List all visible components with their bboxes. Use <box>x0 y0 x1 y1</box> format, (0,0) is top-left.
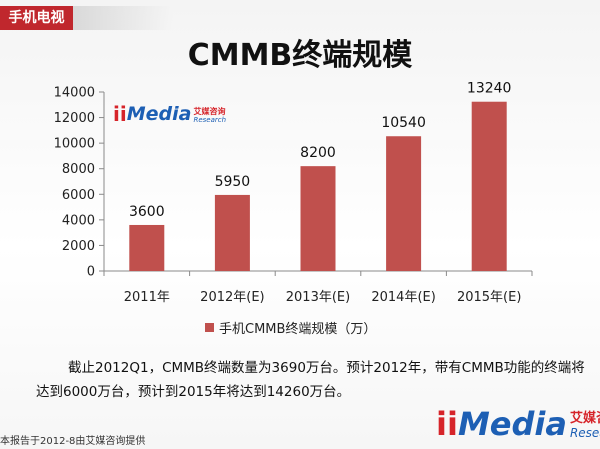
legend-label: 手机CMMB终端规模（万） <box>219 322 377 337</box>
y-tick-label: 14000 <box>54 86 95 101</box>
y-tick-label: 0 <box>87 265 95 280</box>
y-tick-label: 12000 <box>54 111 95 126</box>
y-tick-label: 8000 <box>62 162 95 177</box>
brand-logo-name: Media <box>457 405 567 443</box>
section-tag-bar <box>73 6 173 30</box>
y-tick-label: 10000 <box>54 137 95 152</box>
page-title: CMMB终端规模 <box>187 38 413 73</box>
bar <box>386 136 422 271</box>
y-tick-label: 2000 <box>62 239 95 254</box>
section-tag: 手机电视 <box>0 6 73 30</box>
logo-en: Research <box>193 116 227 124</box>
data-label: 3600 <box>129 204 165 220</box>
y-tick-label: 6000 <box>62 188 95 203</box>
x-tick-label: 2015年(E) <box>457 290 521 305</box>
data-label: 10540 <box>381 115 426 131</box>
y-tick-label: 4000 <box>62 213 95 228</box>
data-label: 13240 <box>467 81 512 97</box>
bar <box>300 166 336 271</box>
legend-swatch <box>205 323 214 332</box>
bar <box>214 194 250 271</box>
chart-legend: 手机CMMB终端规模（万） <box>205 318 376 337</box>
logo-cn: 艾媒咨询 <box>193 107 226 116</box>
x-tick-label: 2014年(E) <box>371 290 435 305</box>
brand-logo-mark: ii <box>436 405 458 443</box>
data-label: 5950 <box>215 174 251 190</box>
bar <box>129 224 165 271</box>
brand-logo: ii Media 艾媒咨询 Research <box>436 408 600 440</box>
x-tick-label: 2012年(E) <box>200 290 264 305</box>
logo-mark: ii <box>113 102 127 126</box>
x-tick-label: 2013年(E) <box>286 290 350 305</box>
brand-logo-en: Research <box>569 426 600 440</box>
data-label: 8200 <box>300 145 336 161</box>
bar <box>471 101 507 272</box>
brand-logo-cn: 艾媒咨询 <box>569 411 600 426</box>
watermark-logo: ii Media 艾媒咨询 Research <box>113 104 226 124</box>
logo-name: Media <box>126 103 192 125</box>
footer-note: 本报告于2012-8由艾媒咨询提供 <box>0 436 146 447</box>
caption-text: 截止2012Q1，CMMB终端数量为3690万台。预计2012年，带有CMMB功… <box>36 360 585 400</box>
x-tick-label: 2011年 <box>124 290 170 305</box>
